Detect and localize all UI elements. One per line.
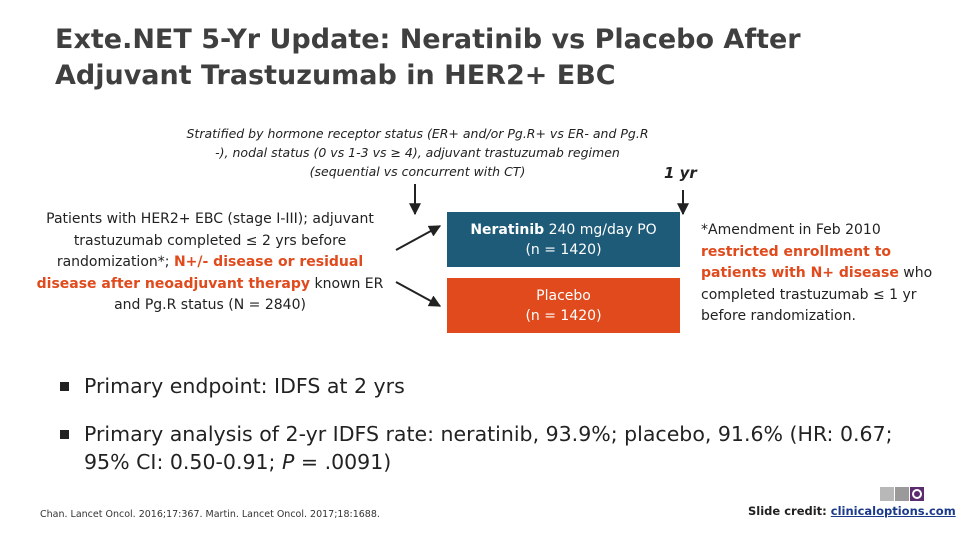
slide-title: Exte.NET 5-Yr Update: Neratinib vs Place… [55,24,801,91]
stratification: Stratified by hormone receptor status (E… [186,126,649,179]
arm-box: Placebo (n = 1420) [447,278,680,333]
logo-block [880,487,894,501]
credit-link[interactable]: clinicaloptions.com [830,504,956,518]
bullet-italic: P [281,450,295,474]
bullet: Primary endpoint: IDFS at 2 yrs [60,372,930,400]
text: *Amendment in Feb 2010 [701,222,881,238]
bullet-text: Primary analysis of 2-yr IDFS rate: nera… [84,422,893,474]
patients-box: Patients with HER2+ EBC (stage I-III); a… [28,209,392,317]
bullet-text: Primary endpoint: IDFS at 2 yrs [84,374,405,398]
text: known ER and Pg.R status (N = 2840) [114,275,384,314]
arm-name: Placebo [536,287,591,304]
amendment: *Amendment in Feb 2010 restricted enroll… [701,220,937,328]
highlight: N+/- disease or residual disease after n… [36,254,364,292]
slide-credit: Slide credit: clinicaloptions.com [748,504,956,518]
arm-n: (n = 1420) [525,241,602,258]
timepoint: 1 yr [664,164,697,182]
highlight: restricted enrollment to patients with N… [701,243,899,282]
arm-n: (n = 1420) [525,307,602,324]
arrow [395,281,442,307]
logo-block [895,487,909,501]
logo-ring [912,489,922,499]
arm-name: Neratinib [470,221,545,238]
credit-label: Slide credit: [748,504,831,518]
arrow [395,225,442,251]
arm-label: Neratinib 240 mg/day PO [447,220,680,240]
text: Patients with HER2+ EBC (stage I-III); a… [46,211,374,270]
bullet-text: = .0091) [294,450,392,474]
arm-box: Neratinib 240 mg/day PO (n = 1420) [447,212,680,267]
text: who completed trastuzumab ≤ 1 yr before … [701,265,933,324]
arm-detail: 240 mg/day PO [544,221,657,238]
bullet: Primary analysis of 2-yr IDFS rate: nera… [60,420,930,476]
references: Chan. Lancet Oncol. 2016;17:367. Martin.… [40,509,380,520]
logo [880,487,924,501]
